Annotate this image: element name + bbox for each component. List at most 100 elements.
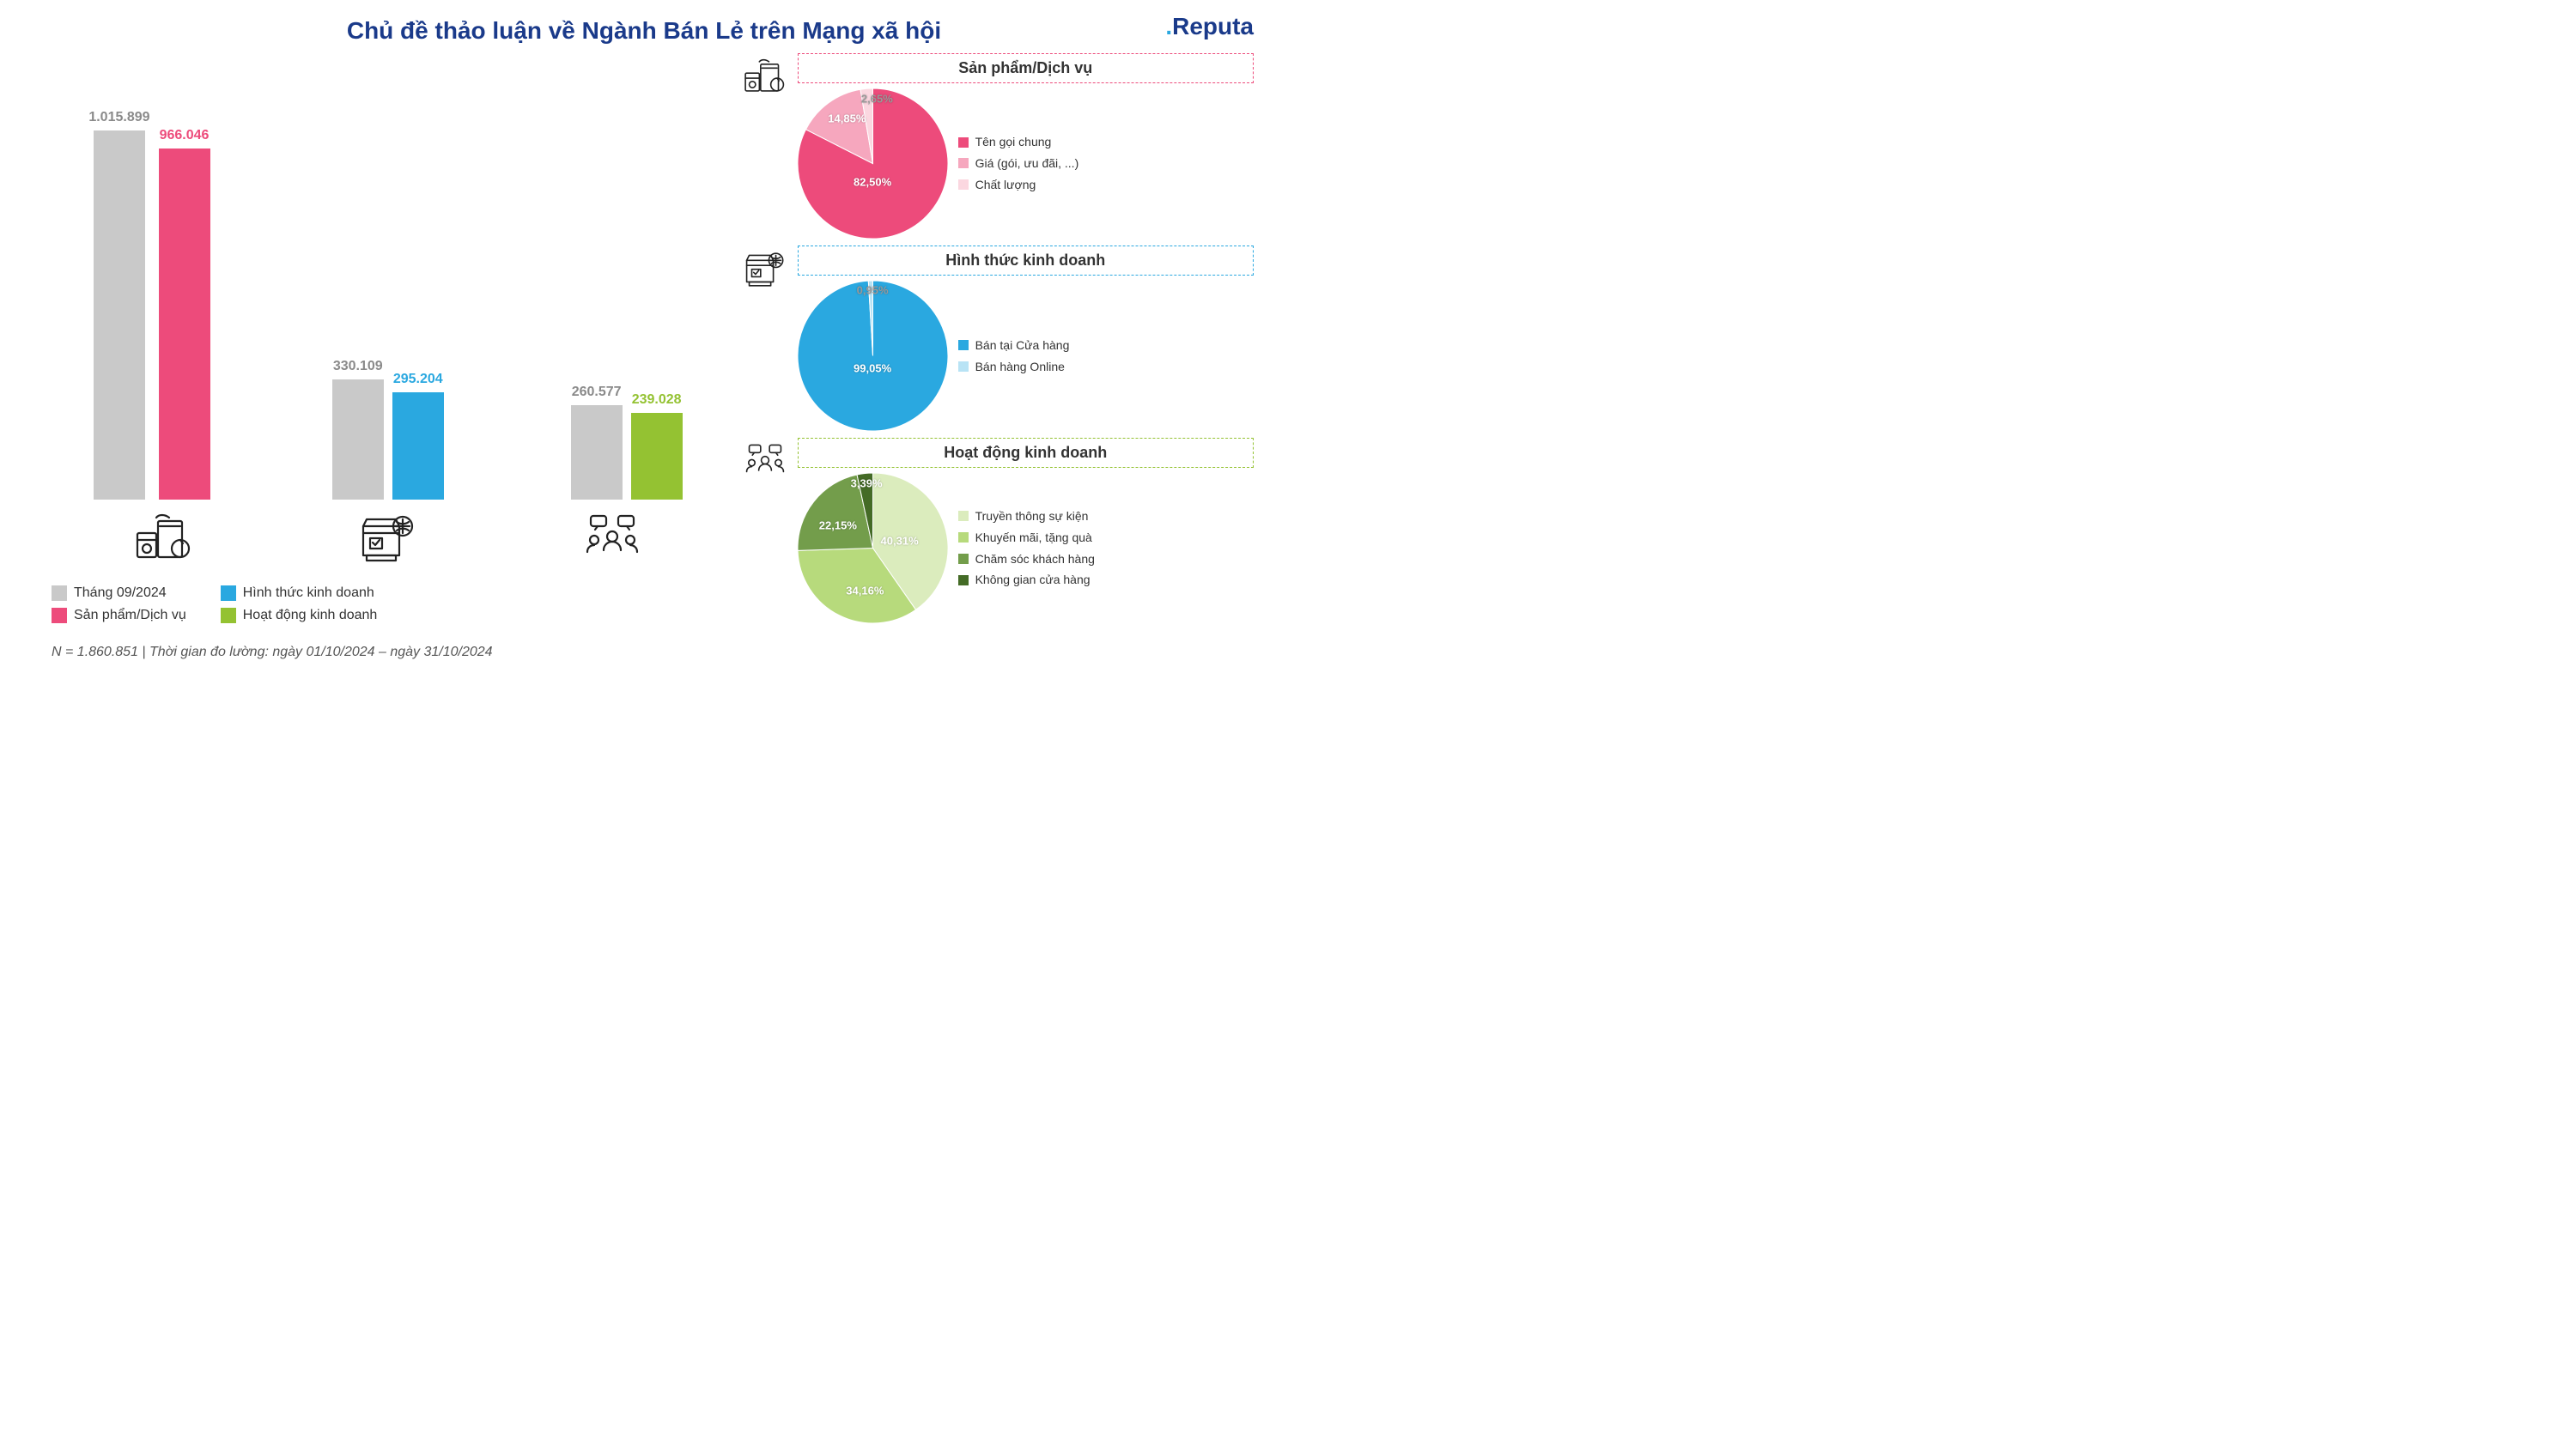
legend-swatch (958, 137, 969, 148)
legend-label: Tên gọi chung (975, 135, 1052, 149)
pie-container: 99,05% 0,95% (798, 281, 948, 431)
bar-group: 260.577 239.028 (529, 385, 725, 500)
section-body: Hoạt động kinh doanh 40,31% 34,16% 22,15% 3,… (798, 438, 1254, 623)
bar-value-label: 295.204 (393, 372, 443, 387)
bar (94, 130, 145, 500)
bar-icon-slot (276, 508, 500, 568)
legend-item: Sản phẩm/Dịch vụ (52, 608, 186, 623)
section-icon (742, 246, 789, 293)
pie-slice-label: 2,65% (861, 93, 893, 106)
legend-label: Bán tại Cửa hàng (975, 338, 1070, 353)
legend-item: Bán tại Cửa hàng (958, 338, 1254, 353)
bar-value-label: 260.577 (572, 385, 622, 400)
bar-group: 1.015.899966.046 (52, 110, 247, 500)
bar (332, 379, 384, 500)
pie-slice-label: 99,05% (854, 361, 891, 374)
bar-value-label: 330.109 (333, 359, 383, 374)
legend-swatch (958, 554, 969, 564)
legend-item: Giá (gói, ưu đãi, ...) (958, 156, 1254, 171)
pie-chart (798, 281, 948, 431)
bar (631, 413, 683, 500)
pie-slice-label: 82,50% (854, 175, 891, 188)
main-area: 1.015.899966.046 330.109 295.204 260.577 239… (34, 53, 1254, 671)
pie-slice-label: 40,31% (881, 534, 919, 547)
legend-label: Truyền thông sự kiện (975, 509, 1089, 524)
bar-wrap: 1.015.899 (88, 110, 149, 500)
legend-label: Hình thức kinh doanh (243, 585, 374, 601)
legend-swatch (958, 340, 969, 350)
legend-item: Bán hàng Online (958, 360, 1254, 374)
legend-item: Tháng 09/2024 (52, 585, 186, 601)
pie-slice-label: 0,95% (857, 283, 889, 296)
pie-slice-label: 14,85% (828, 112, 866, 125)
pie-container: 82,50% 14,85% 2,65% (798, 88, 948, 239)
footnote: N = 1.860.851 | Thời gian đo lường: ngày… (34, 645, 742, 660)
section-title: Sản phẩm/Dịch vụ (798, 53, 1254, 83)
legend-label: Không gian cửa hàng (975, 573, 1091, 587)
legend-swatch (221, 585, 236, 601)
legend-swatch (52, 608, 67, 623)
bar (571, 405, 623, 500)
shop-icon (743, 249, 787, 290)
right-panel: Sản phẩm/Dịch vụ 82,50% 14,85% 2,65% Tên gọi… (742, 53, 1254, 671)
pie-row: 40,31% 34,16% 22,15% 3,39% Truyền thông sự k… (798, 473, 1254, 623)
legend-label: Hoạt động kinh doanh (243, 608, 378, 623)
bar (392, 392, 444, 500)
bar-legend: Tháng 09/2024 Sản phẩm/Dịch vụ Hình thức k… (34, 577, 742, 632)
pie-section: Hoạt động kinh doanh 40,31% 34,16% 22,15% 3,… (742, 438, 1254, 623)
grocery-icon (743, 57, 787, 98)
legend-item: Khuyến mãi, tặng quà (958, 530, 1254, 545)
section-icon (742, 53, 789, 100)
bar-group: 330.109 295.204 (290, 359, 486, 500)
pie-chart (798, 88, 948, 239)
legend-item: Tên gọi chung (958, 135, 1254, 149)
section-body: Hình thức kinh doanh 99,05% 0,95% Bán tại C… (798, 246, 1254, 431)
bar-icon-slot (52, 508, 276, 568)
bar-wrap: 295.204 (392, 372, 444, 500)
shop-icon (358, 511, 418, 567)
legend-column: Tháng 09/2024 Sản phẩm/Dịch vụ (52, 585, 186, 623)
pie-chart (798, 473, 948, 623)
legend-column: Hình thức kinh doanh Hoạt động kinh doanh (221, 585, 378, 623)
page-title: Chủ đề thảo luận về Ngành Bán Lẻ trên Mạ… (34, 17, 1254, 45)
pie-row: 82,50% 14,85% 2,65% Tên gọi chung Giá (gói, … (798, 88, 1254, 239)
bar (159, 149, 210, 500)
pie-slice-label: 3,39% (851, 477, 883, 490)
bar-wrap: 966.046 (159, 128, 210, 500)
legend-swatch (221, 608, 236, 623)
legend-swatch (958, 575, 969, 585)
pie-section: Sản phẩm/Dịch vụ 82,50% 14,85% 2,65% Tên gọi… (742, 53, 1254, 239)
legend-swatch (958, 179, 969, 190)
legend-item: Hoạt động kinh doanh (221, 608, 378, 623)
bar-wrap: 239.028 (631, 392, 683, 500)
pie-slice-label: 34,16% (846, 584, 884, 597)
legend-item: Truyền thông sự kiện (958, 509, 1254, 524)
legend-item: Hình thức kinh doanh (221, 585, 378, 601)
grocery-icon (134, 511, 194, 567)
legend-item: Không gian cửa hàng (958, 573, 1254, 587)
pie-legend: Truyền thông sự kiện Khuyến mãi, tặng quà… (958, 509, 1254, 587)
legend-label: Bán hàng Online (975, 360, 1065, 374)
section-icon (742, 438, 789, 485)
legend-label: Sản phẩm/Dịch vụ (74, 608, 186, 623)
bar-chart: 1.015.899966.046 330.109 295.204 260.577 239… (34, 53, 742, 500)
pie-legend: Tên gọi chungGiá (gói, ưu đãi, ...)Chất … (958, 135, 1254, 191)
legend-label: Giá (gói, ưu đãi, ...) (975, 156, 1079, 171)
bar-icon-slot (500, 508, 724, 568)
legend-swatch (52, 585, 67, 601)
legend-swatch (958, 532, 969, 543)
brand-logo: .Reputa (1165, 13, 1254, 40)
section-body: Sản phẩm/Dịch vụ 82,50% 14,85% 2,65% Tên gọi… (798, 53, 1254, 239)
legend-label: Tháng 09/2024 (74, 585, 167, 601)
legend-swatch (958, 511, 969, 521)
bar-value-label: 239.028 (632, 392, 682, 408)
legend-label: Chăm sóc khách hàng (975, 552, 1095, 567)
pie-slice-label: 22,15% (819, 519, 857, 532)
activity-icon (582, 511, 642, 567)
section-title: Hình thức kinh doanh (798, 246, 1254, 276)
pie-row: 99,05% 0,95% Bán tại Cửa hàng Bán hàng Onli… (798, 281, 1254, 431)
bar-wrap: 260.577 (571, 385, 623, 500)
section-title: Hoạt động kinh doanh (798, 438, 1254, 468)
activity-icon (743, 441, 787, 482)
legend-item: Chăm sóc khách hàng (958, 552, 1254, 567)
